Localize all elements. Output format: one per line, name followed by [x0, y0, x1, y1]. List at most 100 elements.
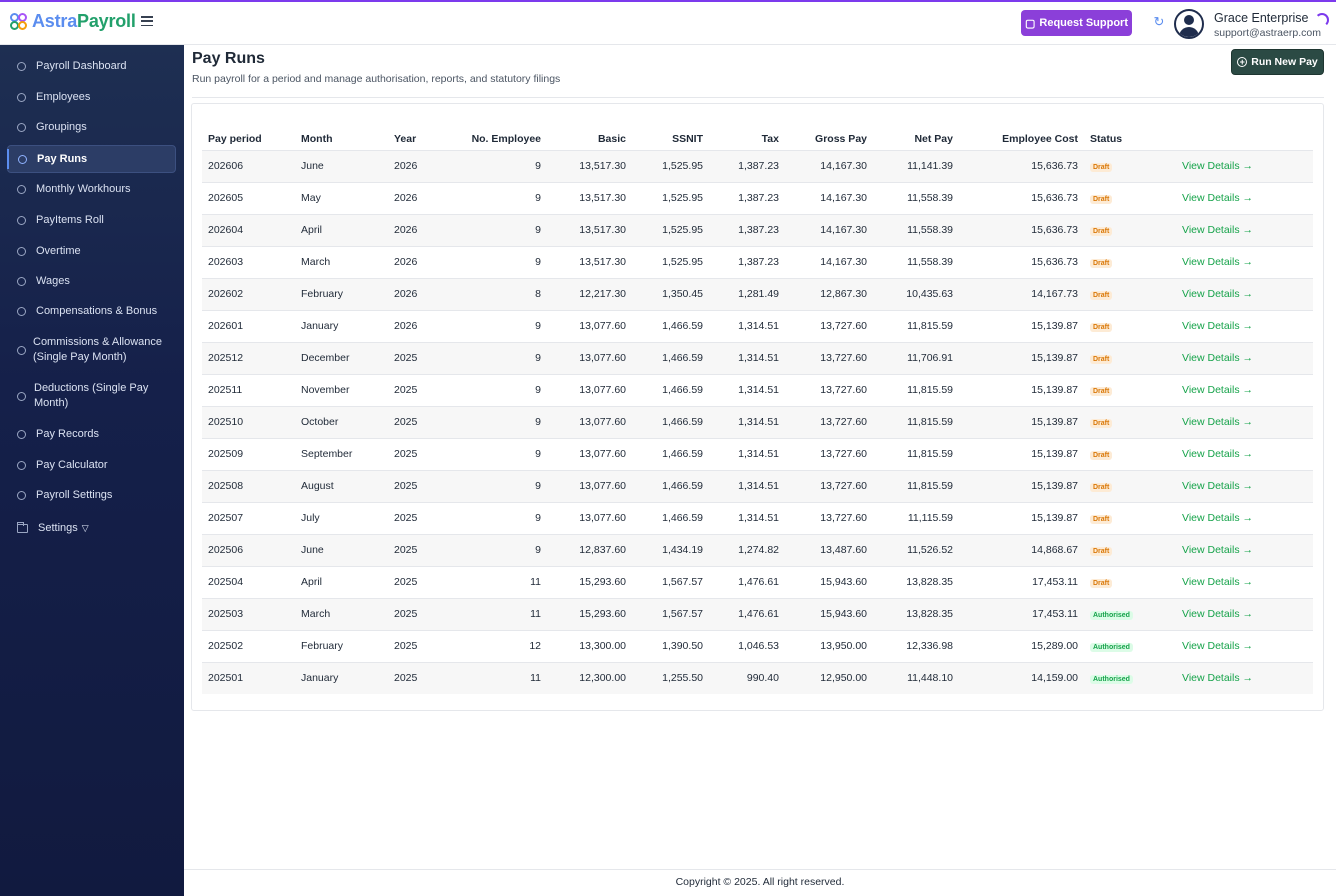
cell-action: View Details →	[1176, 661, 1313, 694]
cell-net-pay: 10,435.63	[873, 277, 959, 310]
cell-tax: 1,046.53	[709, 629, 785, 662]
view-details-link[interactable]: View Details →	[1182, 544, 1253, 556]
request-support-button[interactable]: ▢ Request Support	[1021, 10, 1132, 36]
view-details-link[interactable]: View Details →	[1182, 224, 1253, 236]
cell-gross-pay: 13,727.60	[785, 469, 873, 502]
view-details-link[interactable]: View Details →	[1182, 608, 1253, 620]
run-new-pay-button[interactable]: + Run New Pay	[1231, 49, 1324, 75]
avatar[interactable]	[1174, 9, 1204, 39]
cell-employee-count: 12	[448, 629, 547, 662]
view-details-link[interactable]: View Details →	[1182, 352, 1253, 364]
cell-action: View Details →	[1176, 629, 1313, 662]
logo-text-part2: Payroll	[77, 11, 136, 31]
cell-gross-pay: 13,727.60	[785, 373, 873, 406]
sidebar-item-payitems-roll[interactable]: PayItems Roll	[7, 213, 176, 227]
column-header: Month	[301, 132, 333, 145]
view-details-link[interactable]: View Details →	[1182, 576, 1253, 588]
run-new-pay-label: Run New Pay	[1251, 56, 1318, 68]
cell-month: March	[295, 245, 388, 278]
cell-ssnit: 1,466.59	[632, 469, 709, 502]
sidebar-item-overtime[interactable]: Overtime	[7, 244, 176, 258]
view-details-link[interactable]: View Details →	[1182, 256, 1253, 268]
cell-month: February	[295, 277, 388, 310]
cell-gross-pay: 15,943.60	[785, 565, 873, 598]
view-details-link[interactable]: View Details →	[1182, 160, 1253, 172]
cell-status: Authorised	[1084, 597, 1176, 630]
view-details-link[interactable]: View Details →	[1182, 192, 1253, 204]
sidebar-item-employees[interactable]: Employees	[7, 90, 176, 104]
view-details-link[interactable]: View Details →	[1182, 448, 1253, 460]
view-details-link[interactable]: View Details →	[1182, 384, 1253, 396]
cell-month: November	[295, 373, 388, 406]
sidebar-item-pay-runs[interactable]: Pay Runs	[7, 145, 176, 173]
cell-employee-cost: 15,139.87	[959, 405, 1084, 438]
cell-month: May	[295, 181, 388, 214]
cell-action: View Details →	[1176, 213, 1313, 246]
column-header: Tax	[761, 132, 779, 145]
cell-employee-count: 9	[448, 181, 547, 214]
sidebar-item-settings[interactable]: Settings ▽	[7, 521, 176, 535]
cell-pay-period: 202508	[202, 469, 295, 502]
cell-tax: 1,387.23	[709, 245, 785, 278]
sidebar-item-label: Groupings	[36, 121, 87, 133]
pay-runs-card: Pay period Month Year No. Employee Basic…	[191, 103, 1324, 711]
sidebar-item-payroll-dashboard[interactable]: Payroll Dashboard	[7, 59, 176, 73]
cell-ssnit: 1,525.95	[632, 245, 709, 278]
cell-year: 2026	[388, 309, 448, 342]
sidebar-item-deductions[interactable]: Deductions (Single Pay Month)	[7, 381, 176, 411]
sidebar-item-commissions-allowance[interactable]: Commissions & Allowance (Single Pay Mont…	[7, 335, 176, 365]
sidebar-item-compensations-bonus[interactable]: Compensations & Bonus	[7, 304, 176, 318]
cell-tax: 1,314.51	[709, 309, 785, 342]
status-badge: Draft	[1090, 515, 1113, 524]
cell-pay-period: 202604	[202, 213, 295, 246]
view-details-link[interactable]: View Details →	[1182, 512, 1253, 524]
cell-employee-cost: 15,636.73	[959, 213, 1084, 246]
refresh-icon[interactable]: ↻	[1153, 14, 1165, 29]
cell-tax: 1,281.49	[709, 277, 785, 310]
view-details-link[interactable]: View Details →	[1182, 672, 1253, 685]
cell-employee-cost: 15,139.87	[959, 469, 1084, 502]
view-details-link[interactable]: View Details →	[1182, 480, 1253, 492]
cell-ssnit: 1,466.59	[632, 373, 709, 406]
sidebar-item-groupings[interactable]: Groupings	[7, 120, 176, 134]
cell-employee-count: 9	[448, 309, 547, 342]
sidebar-item-label: Monthly Workhours	[36, 183, 131, 195]
table-row: 202501 January 2025 11 12,300.00 1,255.50 990.…	[202, 661, 1313, 694]
cell-employee-cost: 15,139.87	[959, 373, 1084, 406]
status-badge: Draft	[1090, 387, 1113, 396]
cell-pay-period: 202502	[202, 629, 295, 662]
view-details-link[interactable]: View Details →	[1182, 320, 1253, 332]
cell-basic: 15,293.60	[547, 565, 632, 598]
cell-basic: 13,517.30	[547, 213, 632, 246]
cell-action: View Details →	[1176, 245, 1313, 278]
view-details-link[interactable]: View Details →	[1182, 416, 1253, 428]
cell-employee-count: 9	[448, 469, 547, 502]
circle-icon	[18, 154, 27, 164]
sidebar-item-pay-records[interactable]: Pay Records	[7, 427, 176, 441]
sidebar-item-wages[interactable]: Wages	[7, 274, 176, 288]
sidebar-item-pay-calculator[interactable]: Pay Calculator	[7, 458, 176, 472]
cell-tax: 1,314.51	[709, 501, 785, 534]
cell-gross-pay: 13,727.60	[785, 501, 873, 534]
cell-basic: 15,293.60	[547, 597, 632, 630]
sidebar-item-monthly-workhours[interactable]: Monthly Workhours	[7, 182, 176, 196]
cell-year: 2025	[388, 597, 448, 630]
cell-year: 2026	[388, 245, 448, 278]
app-logo[interactable]: AstraPayroll	[10, 11, 136, 32]
cell-month: April	[295, 565, 388, 598]
menu-toggle-icon[interactable]	[141, 16, 153, 26]
cell-status: Authorised	[1084, 661, 1176, 694]
cell-action: View Details →	[1176, 597, 1313, 630]
cell-month: October	[295, 405, 388, 438]
column-header: Year	[394, 132, 417, 145]
view-details-link[interactable]: View Details →	[1182, 288, 1253, 300]
cell-pay-period: 202503	[202, 597, 295, 630]
view-details-link[interactable]: View Details →	[1182, 640, 1253, 652]
circle-icon	[17, 391, 26, 401]
sidebar-item-payroll-settings[interactable]: Payroll Settings	[7, 488, 176, 502]
loading-spinner-icon	[1315, 13, 1329, 27]
cell-pay-period: 202509	[202, 437, 295, 470]
sidebar-item-label: Overtime	[36, 245, 81, 257]
cell-status: Draft	[1084, 533, 1176, 566]
cell-basic: 13,517.30	[547, 149, 632, 182]
